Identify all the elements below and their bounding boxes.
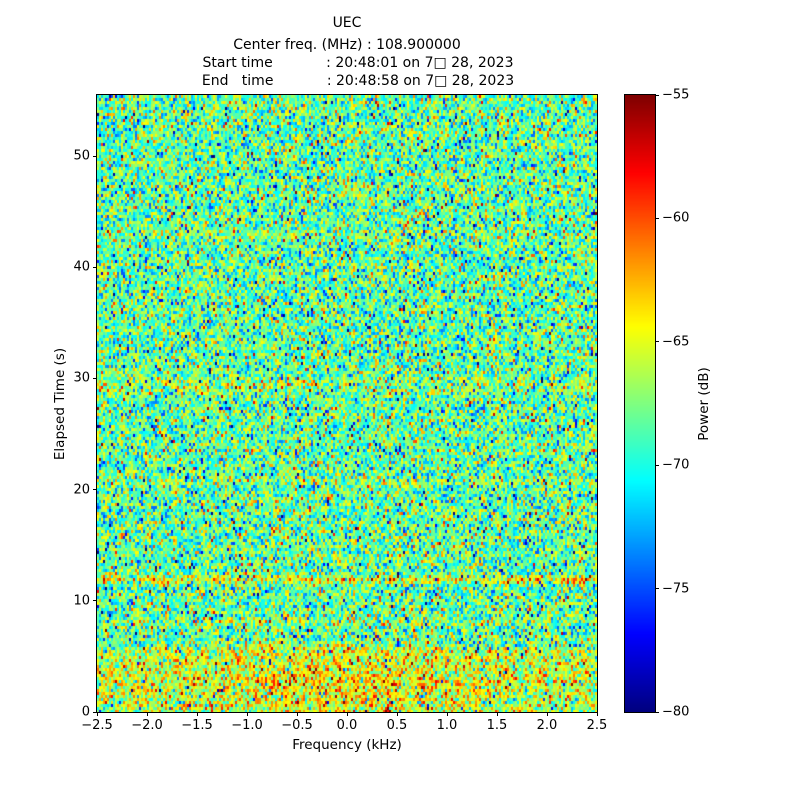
x-tick-label: −1.0 [231,718,263,733]
x-tick-mark [296,712,298,716]
x-tick-mark [196,712,198,716]
x-tick-label: 0.5 [386,718,408,733]
colorbar-tick-mark [655,711,659,713]
y-tick-label: 30 [73,370,90,386]
spectrogram-canvas [97,95,597,712]
y-tick-label: 20 [73,482,90,498]
colorbar-tick-mark [655,341,659,343]
center-freq-line: Center freq. (MHz) : 108.900000 [233,37,461,53]
y-tick-mark [93,266,97,268]
y-tick-mark [93,600,97,602]
colorbar-tick-label: −70 [662,457,690,473]
x-tick-mark [246,712,248,716]
colorbar-label: Power (dB) [696,367,712,441]
x-tick-label: 1.5 [486,718,508,733]
x-axis-label: Frequency (kHz) [292,737,402,753]
y-tick-mark [93,711,97,713]
colorbar-tick-mark [655,588,659,590]
end-time-line: End time : 20:48:58 on 7□ 28, 2023 [201,73,515,89]
colorbar-tick-label: −55 [662,87,690,103]
x-tick-label: 0.0 [336,718,358,733]
x-tick-label: 1.0 [436,718,458,733]
x-tick-mark [146,712,148,716]
x-tick-label: 2.5 [586,718,608,733]
x-tick-mark [346,712,348,716]
colorbar-tick-mark [655,94,659,96]
x-tick-label: 2.0 [536,718,558,733]
x-tick-label: −0.5 [281,718,313,733]
colorbar-tick-label: −60 [662,210,690,226]
y-tick-label: 40 [73,259,90,275]
colorbar-canvas [625,95,655,712]
y-tick-mark [93,155,97,157]
x-tick-label: −2.0 [131,718,163,733]
y-tick-mark [93,489,97,491]
colorbar-tick-label: −65 [662,334,690,350]
x-tick-mark [496,712,498,716]
y-tick-label: 50 [73,148,90,164]
y-tick-label: 10 [73,593,90,609]
plot-title: UEC [332,15,362,31]
x-tick-mark [96,712,98,716]
y-tick-label: 0 [81,704,90,720]
colorbar-tick-label: −75 [662,581,690,597]
x-tick-mark [446,712,448,716]
x-tick-mark [546,712,548,716]
colorbar-tick-mark [655,217,659,219]
start-time-line: Start time : 20:48:01 on 7□ 28, 2023 [202,55,514,71]
y-axis-label: Elapsed Time (s) [52,347,68,461]
y-tick-mark [93,377,97,379]
x-tick-mark [596,712,598,716]
x-tick-label: −1.5 [181,718,213,733]
x-tick-label: −2.5 [81,718,113,733]
colorbar-tick-mark [655,464,659,466]
x-tick-mark [396,712,398,716]
colorbar-tick-label: −80 [662,704,690,720]
